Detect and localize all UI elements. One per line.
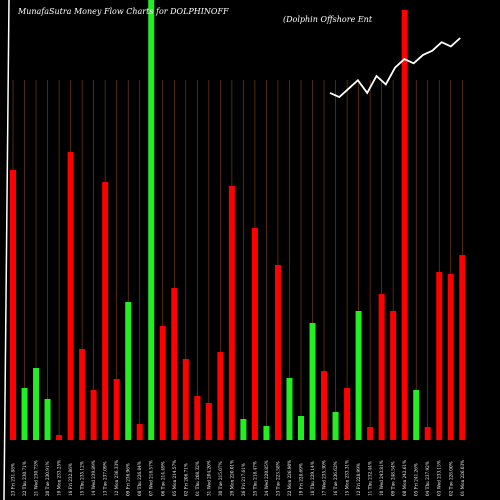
x-tick-label: 11 Thu 232.44%	[368, 461, 373, 496]
outflow-bar	[459, 255, 466, 440]
outflow-bar	[447, 274, 454, 440]
inflow-bar	[33, 368, 40, 440]
outflow-bar	[390, 311, 397, 440]
x-tick-label: 01 Mon 226.03%	[460, 460, 465, 496]
outflow-bar	[56, 435, 63, 440]
bars-group	[10, 0, 466, 440]
x-tick-label: 12 Mon 236.33%	[114, 460, 119, 496]
x-tick-label: 09 Fri 236.96%	[126, 463, 131, 496]
x-tick-label: 30 Tue 215.07%	[218, 461, 223, 496]
x-tick-label: 20 Tue 230.91%	[45, 461, 50, 496]
outflow-bar	[113, 379, 120, 440]
chart-subtitle: (Dolphin Offshore Ent	[283, 15, 373, 24]
x-tick-label: 17 Wed 235.30%	[322, 460, 327, 496]
x-tick-label: 02 Tue 228.00%	[448, 461, 453, 496]
x-tick-label: 19 Fri 228.69%	[299, 463, 304, 496]
outflow-bar	[367, 427, 374, 440]
x-tick-label: 02 Fri 206.71%	[183, 463, 188, 496]
outflow-bar	[171, 288, 178, 440]
outflow-bar	[79, 349, 86, 440]
x-tick-label: 06 Tue 214.49%	[160, 461, 165, 496]
x-tick-label: 13 Tue 237.09%	[103, 461, 108, 496]
outflow-bar	[274, 265, 281, 440]
x-tick-label: 05 Fri 241.26%	[414, 463, 419, 496]
inflow-bar	[44, 399, 51, 440]
x-tick-label: 23 Fri 231.88%	[11, 463, 16, 496]
outflow-bar	[136, 424, 143, 440]
inflow-bar	[148, 0, 155, 440]
x-tick-label: 19 Mon 233.25%	[57, 460, 62, 496]
x-tick-label: 22 Mon 226.90%	[287, 460, 292, 496]
inflow-bar	[298, 416, 304, 440]
outflow-bar	[228, 186, 235, 440]
outflow-bar	[217, 352, 224, 440]
x-tick-label: 01 Thu 208.32%	[195, 461, 200, 496]
x-tick-label: 16 Fri 232.86%	[68, 463, 73, 496]
price-line-layer	[3, 0, 461, 500]
inflow-bar	[355, 311, 362, 440]
x-tick-label: 31 Wed 204.20%	[206, 460, 211, 496]
x-tick-label: 15 Mon 233.31%	[345, 460, 350, 496]
x-tick-label: 12 Fri 228.99%	[356, 463, 361, 496]
x-tick-label: 22 Thu 230.71%	[22, 461, 27, 496]
outflow-bar	[102, 182, 109, 440]
x-tick-label: 08 Thu 226.84%	[137, 461, 142, 496]
outflow-bar	[10, 170, 16, 440]
inflow-bar	[413, 390, 420, 440]
x-tick-label: 10 Wed 243.81%	[379, 460, 384, 496]
inflow-bar	[21, 388, 28, 440]
x-tick-label: 26 Fri 217.61%	[241, 463, 246, 496]
x-tick-label: 29 Mon 220.01%	[229, 460, 234, 496]
inflow-bar	[286, 378, 293, 440]
inflow-bar	[240, 419, 247, 440]
outflow-bar	[251, 228, 258, 440]
inflow-bar	[309, 323, 316, 440]
x-tick-label: 23 Tue 223.58%	[275, 461, 280, 496]
outflow-bar	[159, 326, 166, 440]
x-tick-label: 03 Wed 233.15%	[437, 460, 442, 496]
x-tick-label: 05 Mon 214.57%	[172, 460, 177, 496]
inflow-bar	[332, 412, 339, 440]
chart-title: MunafaSutra Money Flow Charts for DOLPHI…	[17, 7, 229, 16]
outflow-bar	[401, 10, 408, 440]
inflow-bar	[263, 426, 270, 440]
x-tick-label: 08 Mon 242.61%	[402, 460, 407, 496]
x-tick-label: 18 Thu 229.14%	[310, 461, 315, 496]
x-tick-label: 09 Tue 248.54%	[391, 461, 396, 496]
outflow-bar	[194, 396, 201, 440]
inflow-bar	[125, 302, 132, 440]
outflow-bar	[205, 403, 212, 440]
outflow-bar	[436, 272, 443, 440]
outflow-bar	[182, 359, 189, 440]
outflow-bar	[378, 294, 385, 440]
outflow-bar	[90, 390, 97, 440]
x-tick-label: 15 Thu 235.12%	[80, 461, 85, 496]
outflow-bar	[67, 152, 74, 440]
x-axis-labels: 23 Fri 231.88% 22 Thu 230.71% 21 Wed 230.7…	[11, 460, 465, 496]
x-tick-label: 25 Thu 218.47%	[252, 461, 257, 496]
x-tick-label: 24 Wed 220.85%	[264, 460, 269, 496]
left-edge-line	[3, 0, 10, 500]
x-tick-label: 14 Wed 239.89%	[91, 460, 96, 496]
outflow-bar	[321, 371, 328, 440]
price-line	[329, 37, 461, 99]
x-tick-label: 21 Wed 230.73%	[34, 460, 39, 496]
x-tick-label: 07 Wed 218.57%	[149, 460, 154, 496]
x-tick-label: 16 Tue 236.62%	[333, 461, 338, 496]
outflow-bar	[424, 427, 431, 440]
outflow-bar	[344, 388, 351, 440]
x-tick-label: 04 Thu 237.92%	[425, 461, 430, 496]
